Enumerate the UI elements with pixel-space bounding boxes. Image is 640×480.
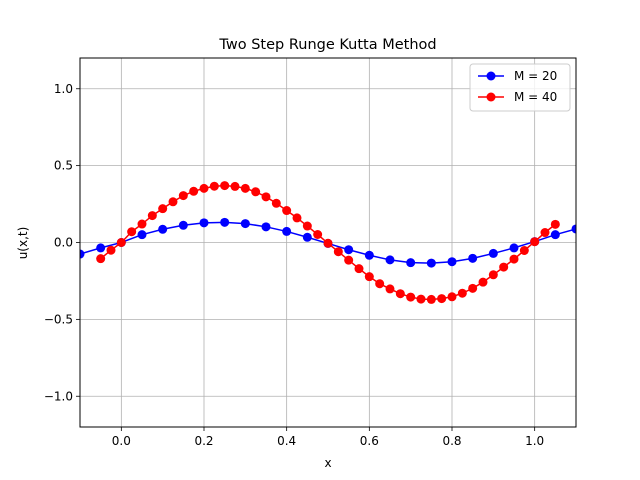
data-point-m-40 [385,284,395,294]
data-point-m-40 [106,245,116,255]
data-point-m-40 [344,255,354,265]
data-point-m-20 [240,219,250,229]
data-point-m-40 [313,230,323,240]
data-point-m-40 [282,206,292,216]
data-point-m-40 [375,279,385,289]
data-point-m-40 [220,181,230,191]
data-point-m-40 [364,272,374,282]
data-point-m-40 [96,254,106,264]
data-point-m-40 [168,197,178,207]
data-point-m-20 [302,232,312,242]
x-tick-label: 0.6 [360,434,379,448]
data-point-m-20 [178,220,188,230]
data-point-m-40 [499,262,509,272]
data-point-m-20 [406,258,416,268]
data-point-m-40 [437,294,447,304]
data-point-m-40 [447,292,457,302]
y-tick-label: 0.0 [54,236,73,250]
y-tick-label: 1.0 [54,82,73,96]
data-point-m-40 [292,213,302,223]
data-point-m-40 [457,288,467,298]
legend-label: M = 40 [514,90,557,104]
legend-label: M = 20 [514,69,557,83]
y-tick-label: −1.0 [44,389,73,403]
data-point-m-20 [385,255,395,265]
legend-marker [486,92,496,102]
data-point-m-20 [80,249,85,259]
data-point-m-20 [550,230,560,240]
data-point-m-40 [540,228,550,238]
data-point-m-20 [426,258,436,268]
data-point-m-40 [302,221,312,231]
data-point-m-40 [261,192,271,202]
data-point-m-40 [271,198,281,208]
chart-title: Two Step Runge Kutta Method [218,37,436,53]
data-point-m-40 [147,211,157,221]
data-point-m-40 [127,227,137,237]
data-point-m-40 [116,238,126,247]
data-point-m-40 [333,247,343,257]
data-point-m-40 [509,254,519,264]
data-point-m-40 [199,183,209,193]
x-tick-label: 0.2 [194,434,213,448]
data-point-m-40 [354,264,364,274]
data-point-m-20 [488,248,498,258]
data-point-m-20 [571,224,576,234]
data-point-m-40 [209,181,219,191]
x-tick-label: 0.0 [112,434,131,448]
data-point-m-40 [468,283,478,293]
data-point-m-20 [220,217,230,227]
data-point-m-40 [251,187,261,197]
data-point-m-40 [406,292,416,302]
data-point-m-40 [395,289,405,299]
data-point-m-40 [240,183,250,193]
data-point-m-40 [137,219,147,229]
x-tick-label: 0.8 [442,434,461,448]
legend-marker [486,71,496,81]
data-point-m-20 [364,250,374,260]
data-point-m-40 [488,270,498,280]
data-point-m-20 [447,257,457,267]
data-point-m-20 [199,218,209,228]
data-point-m-40 [323,238,333,248]
y-axis-label: u(x,t) [16,227,30,260]
y-tick-label: −0.5 [44,312,73,326]
x-tick-label: 1.0 [525,434,544,448]
data-point-m-20 [158,224,168,234]
legend: M = 20 M = 40 [469,63,571,112]
data-point-m-40 [478,277,488,287]
data-point-m-20 [468,253,478,263]
x-tick-label: 0.4 [277,434,296,448]
plot-series [80,181,576,304]
data-point-m-40 [530,237,540,247]
data-point-m-20 [344,245,354,255]
data-point-m-40 [158,204,168,214]
x-axis-label: x [324,456,331,470]
data-point-m-40 [230,181,240,191]
y-tick-label: 0.5 [54,159,73,173]
data-point-m-40 [426,294,436,304]
data-point-m-40 [178,191,188,201]
data-point-m-20 [261,222,271,232]
data-point-m-40 [189,186,199,196]
data-point-m-40 [416,294,426,304]
data-point-m-20 [96,243,106,253]
data-point-m-20 [282,226,292,236]
data-point-m-40 [519,245,529,255]
ticks: 0.0 0.2 0.4 0.6 0.8 1.0 −1.0 −0.5 0.0 0.5 1.0 [44,82,544,448]
data-point-m-20 [509,243,519,253]
data-point-m-40 [550,219,560,229]
data-point-m-20 [137,230,147,240]
